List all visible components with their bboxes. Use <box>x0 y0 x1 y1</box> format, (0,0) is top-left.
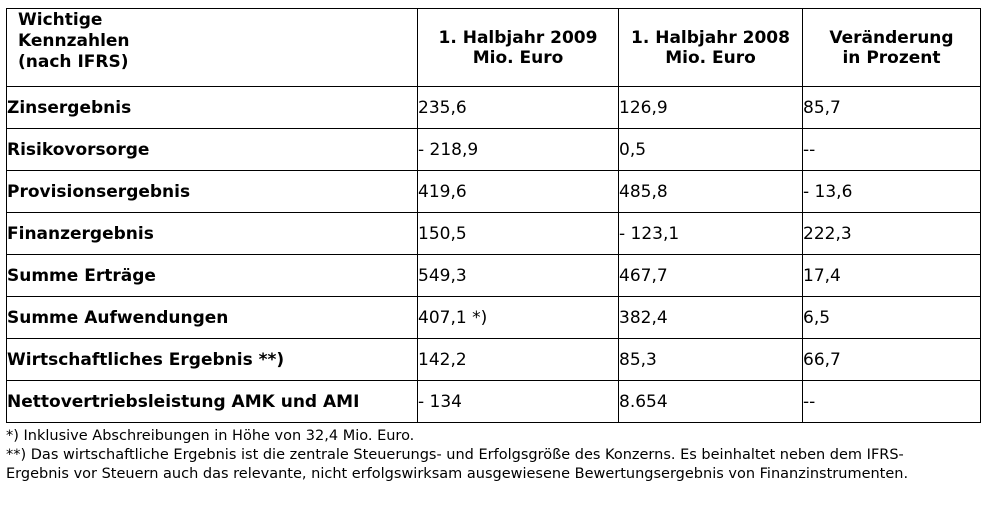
footnotes: *) Inklusive Abschreibungen in Höhe von … <box>6 427 966 484</box>
header-2008-line: 1. Halbjahr 2008 <box>631 27 790 48</box>
header-2008-line: Mio. Euro <box>665 47 756 68</box>
value-change: 85,7 <box>802 86 981 129</box>
table-row: Risikovorsorge - 218,9 0,5 -- <box>6 128 981 171</box>
value-2008: 126,9 <box>618 86 803 129</box>
header-2009-line: Mio. Euro <box>472 47 564 68</box>
header-label-cell: Wichtige Kennzahlen (nach IFRS) <box>6 8 418 87</box>
table-row: Summe Aufwendungen 407,1 *) 382,4 6,5 <box>6 296 981 339</box>
value-change: -- <box>802 380 981 423</box>
table-row: Zinsergebnis 235,6 126,9 85,7 <box>6 86 981 129</box>
key-figures-table: Wichtige Kennzahlen (nach IFRS) 1. Halbj… <box>6 8 981 423</box>
row-label: Summe Erträge <box>6 254 418 297</box>
footnote-depreciation: *) Inklusive Abschreibungen in Höhe von … <box>6 428 415 444</box>
value-2009: - 218,9 <box>417 128 619 171</box>
value-change: 6,5 <box>802 296 981 339</box>
value-change: - 13,6 <box>802 170 981 213</box>
table-header-row: Wichtige Kennzahlen (nach IFRS) 1. Halbj… <box>6 8 981 87</box>
row-label: Risikovorsorge <box>6 128 418 171</box>
footnote-economic-result: **) Das wirtschaftliche Ergebnis ist die… <box>6 447 909 482</box>
value-2008: 0,5 <box>618 128 803 171</box>
value-2009: 150,5 <box>417 212 619 255</box>
value-change: 222,3 <box>802 212 981 255</box>
value-change: -- <box>802 128 981 171</box>
value-2008: - 123,1 <box>618 212 803 255</box>
row-label: Summe Aufwendungen <box>6 296 418 339</box>
value-2009: 549,3 <box>417 254 619 297</box>
header-label-line: Kennzahlen <box>18 31 130 51</box>
value-2009: - 134 <box>417 380 619 423</box>
table-row: Provisionsergebnis 419,6 485,8 - 13,6 <box>6 170 981 213</box>
row-label: Nettovertriebsleistung AMK und AMI <box>6 380 418 423</box>
value-2008: 8.654 <box>618 380 803 423</box>
table-row: Nettovertriebsleistung AMK und AMI - 134… <box>6 380 981 423</box>
value-2008: 85,3 <box>618 338 803 381</box>
header-2009-cell: 1. Halbjahr 2009 Mio. Euro <box>417 8 619 87</box>
value-2009: 142,2 <box>417 338 619 381</box>
header-change-line: Veränderung <box>829 27 954 48</box>
value-2009: 235,6 <box>417 86 619 129</box>
value-2008: 467,7 <box>618 254 803 297</box>
value-2009: 407,1 *) <box>417 296 619 339</box>
row-label: Provisionsergebnis <box>6 170 418 213</box>
row-label: Wirtschaftliches Ergebnis **) <box>6 338 418 381</box>
value-change: 17,4 <box>802 254 981 297</box>
header-label-line: (nach IFRS) <box>18 52 129 72</box>
header-change-line: in Prozent <box>842 47 941 68</box>
header-2008-cell: 1. Halbjahr 2008 Mio. Euro <box>618 8 803 87</box>
table-row: Summe Erträge 549,3 467,7 17,4 <box>6 254 981 297</box>
table-row: Finanzergebnis 150,5 - 123,1 222,3 <box>6 212 981 255</box>
value-2008: 485,8 <box>618 170 803 213</box>
header-2009-line: 1. Halbjahr 2009 <box>438 27 598 48</box>
row-label: Finanzergebnis <box>6 212 418 255</box>
header-change-cell: Veränderung in Prozent <box>802 8 981 87</box>
header-label-line: Wichtige <box>18 10 103 30</box>
value-2008: 382,4 <box>618 296 803 339</box>
value-change: 66,7 <box>802 338 981 381</box>
table-row: Wirtschaftliches Ergebnis **) 142,2 85,3… <box>6 338 981 381</box>
row-label: Zinsergebnis <box>6 86 418 129</box>
value-2009: 419,6 <box>417 170 619 213</box>
